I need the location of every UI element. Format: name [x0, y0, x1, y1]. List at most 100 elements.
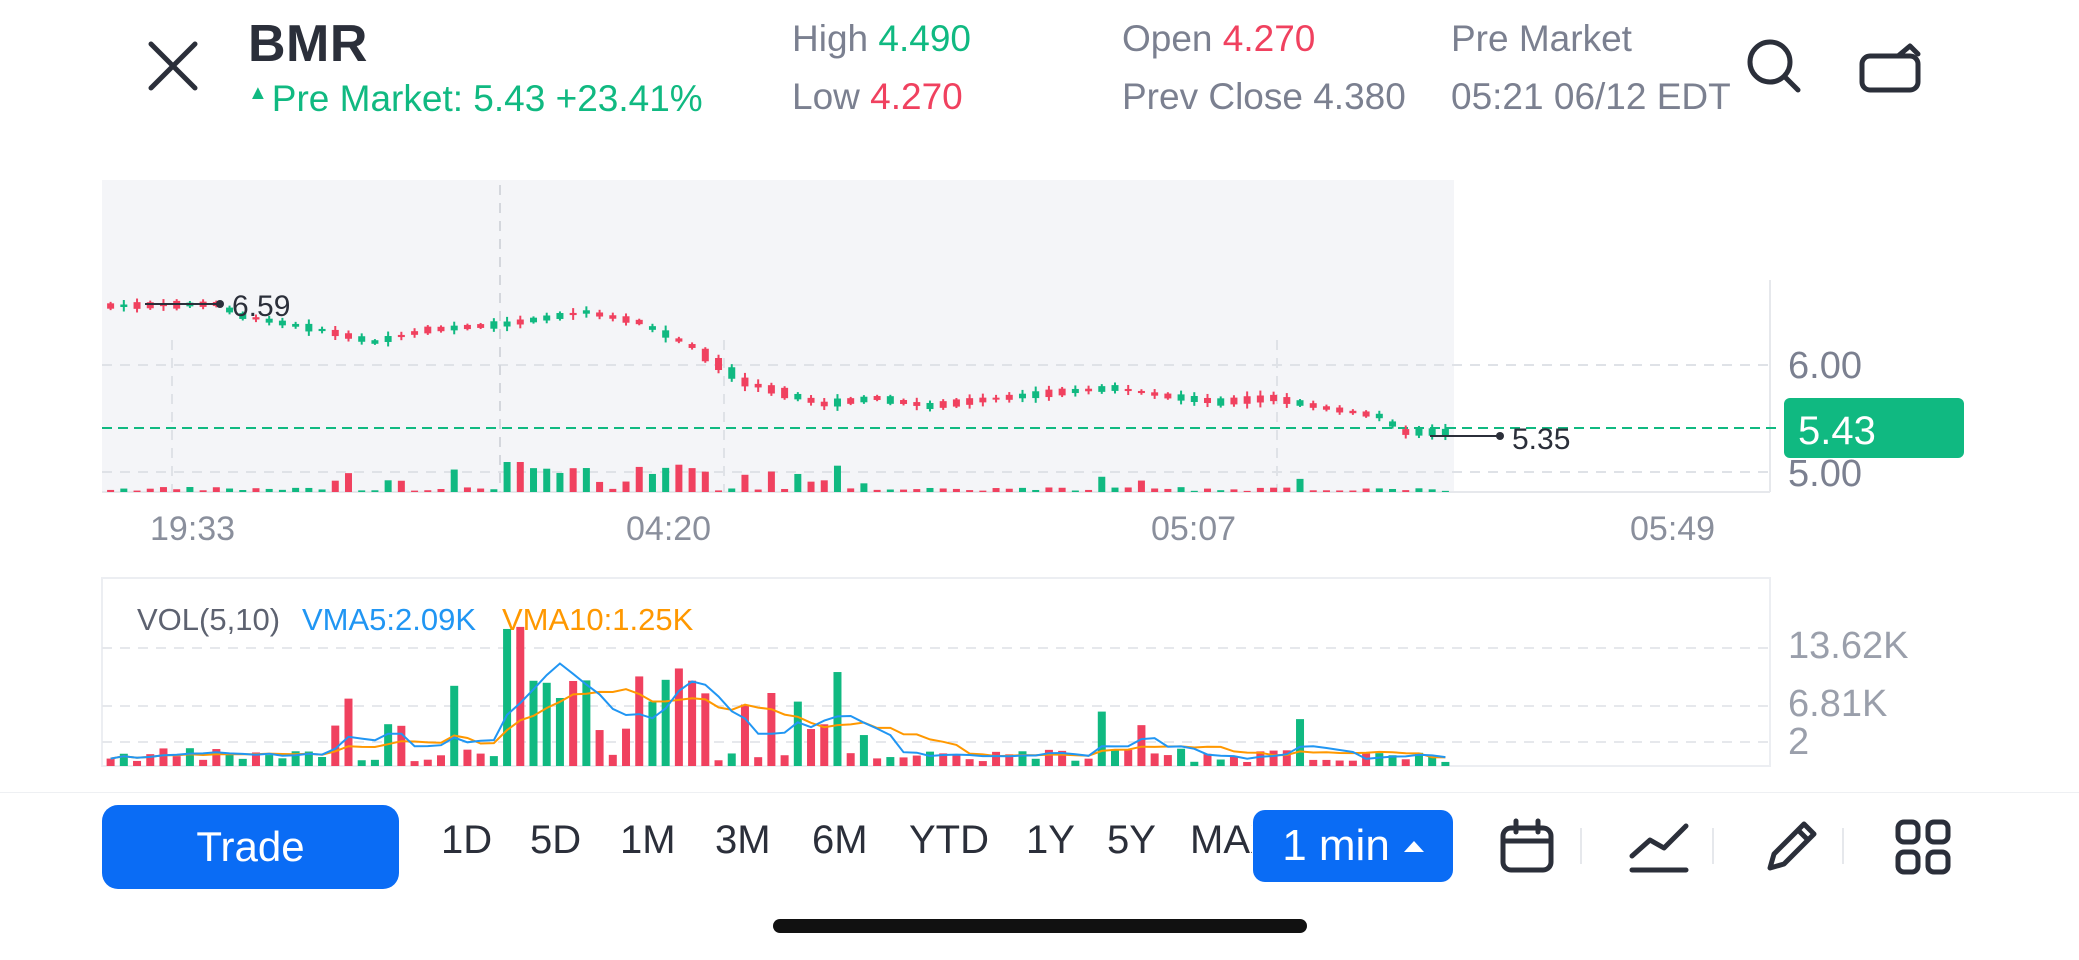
mini-volume-bar: [992, 488, 1000, 492]
volume-bar: [899, 757, 908, 766]
ticker-symbol: BMR: [248, 15, 368, 73]
draw-button[interactable]: [1760, 816, 1822, 878]
candle: [358, 336, 366, 342]
mini-volume-bar: [913, 489, 921, 492]
candle: [477, 324, 485, 328]
candle: [344, 333, 352, 339]
mini-volume-bar: [1137, 480, 1145, 492]
mini-volume-bar: [107, 489, 115, 492]
volume-bar: [833, 672, 842, 766]
search-button[interactable]: [1744, 36, 1804, 96]
volume-bar: [238, 758, 247, 766]
candle: [1190, 396, 1198, 402]
candle: [609, 315, 617, 319]
period-3m[interactable]: 3M: [715, 818, 771, 862]
period-5d[interactable]: 5D: [530, 818, 582, 862]
volume-bar: [146, 754, 155, 766]
candle: [1124, 388, 1132, 392]
volume-bar: [516, 626, 525, 766]
period-5y[interactable]: 5Y: [1107, 818, 1156, 862]
mini-volume-bar: [411, 490, 419, 492]
up-arrow-icon: ▲: [248, 82, 268, 104]
mini-volume-bar: [437, 489, 445, 492]
indicator-button[interactable]: [1628, 816, 1690, 878]
volume-bar: [820, 724, 829, 766]
volume-bar: [952, 755, 961, 766]
volume-bar: [423, 759, 432, 766]
candle: [1428, 428, 1436, 436]
period-1m[interactable]: 1M: [620, 818, 676, 862]
candle: [503, 321, 511, 327]
mini-volume-bar: [1243, 490, 1251, 492]
candle: [622, 316, 630, 323]
close-button[interactable]: [145, 38, 201, 94]
mini-volume-bar: [1124, 487, 1132, 492]
trade-button[interactable]: Trade: [102, 805, 399, 889]
volume-bar: [674, 668, 683, 766]
share-icon: [1859, 43, 1921, 93]
volume-bars: [106, 626, 1450, 766]
candle: [1243, 396, 1251, 404]
vma5-line: [110, 662, 1446, 760]
volume-bar: [172, 756, 181, 766]
mini-volume-bar: [728, 488, 736, 492]
volume-bar: [701, 693, 710, 766]
candle: [635, 319, 643, 325]
volume-bar: [437, 755, 445, 766]
chart-area[interactable]: 6.59 5.35 6.00 5.00 5.43 19:33 04:20 05:…: [0, 0, 2079, 790]
candle: [873, 396, 881, 400]
period-1d[interactable]: 1D: [441, 818, 493, 862]
candle: [1441, 428, 1449, 436]
calendar-button[interactable]: [1496, 816, 1558, 878]
mini-volume-bar: [1151, 488, 1159, 492]
volume-bar: [1335, 760, 1344, 766]
volume-bar: [278, 758, 287, 766]
candle: [847, 398, 855, 404]
candle: [397, 334, 405, 338]
mini-volume-bar: [530, 468, 538, 492]
mini-volume-bar: [120, 488, 128, 492]
mini-volume-bar: [292, 487, 300, 492]
draw-icon: [1767, 821, 1817, 871]
mini-volume-bar: [847, 488, 855, 492]
candle: [120, 304, 128, 307]
volume-bar: [978, 761, 987, 766]
bottom-toolbar: [0, 792, 2079, 913]
candle: [1362, 411, 1370, 417]
period-max[interactable]: MAX: [1190, 818, 1252, 862]
candle: [675, 338, 683, 342]
volume-bar: [925, 751, 934, 766]
period-ytd[interactable]: YTD: [909, 818, 989, 862]
pre-market-line: Pre Market: 5.43 +23.41%: [271, 78, 703, 119]
volume-bar: [331, 725, 340, 766]
session-label: Pre Market: [1451, 18, 1632, 59]
volume-bar: [1441, 761, 1450, 766]
mini-volume-bar: [239, 490, 247, 492]
mini-volume-bar: [569, 468, 577, 492]
volume-y-tick: 6.81K: [1788, 683, 1887, 725]
mini-volume-bar: [1032, 489, 1040, 492]
grid-menu-button[interactable]: [1892, 816, 1954, 878]
mini-volume-bar: [648, 473, 656, 492]
mini-volume-bar: [1309, 490, 1317, 492]
mini-volume-bar: [767, 471, 775, 492]
mini-volume-bar: [1204, 488, 1212, 492]
volume-bar: [714, 760, 723, 766]
volume-bar: [1111, 750, 1119, 766]
candle: [490, 321, 498, 329]
mini-volume-bar: [503, 462, 511, 492]
volume-y-tick: 13.62K: [1788, 625, 1908, 667]
period-1y[interactable]: 1Y: [1026, 818, 1075, 862]
candle: [992, 397, 1000, 400]
mini-volume-bar: [344, 473, 352, 492]
period-6m[interactable]: 6M: [812, 818, 868, 862]
share-button[interactable]: [1858, 36, 1928, 96]
mini-volume-bar: [1098, 476, 1106, 492]
interval-selector[interactable]: 1 min: [1253, 810, 1453, 882]
mini-volume-bar: [979, 490, 987, 492]
volume-bar: [1428, 756, 1437, 766]
candle: [860, 396, 868, 403]
volume-bar: [529, 680, 538, 766]
volume-bar: [965, 759, 974, 766]
mini-volume-bar: [873, 489, 881, 492]
